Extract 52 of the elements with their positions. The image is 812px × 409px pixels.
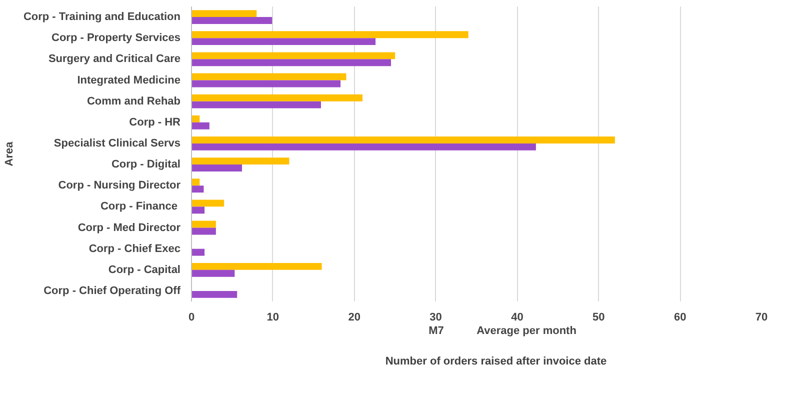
bar [192, 248, 205, 256]
y-tick-label: Integrated Medicine [77, 74, 180, 86]
y-tick-label: Corp - Chief Exec [88, 242, 181, 255]
y-tick-label: Specialist Clinical Servs [54, 137, 181, 150]
bar [192, 290, 238, 298]
y-tick-label: Comm and Rehab [86, 95, 181, 108]
y-tick-label: Corp - HR [129, 116, 181, 128]
x-tick-label: 70 [755, 312, 768, 324]
bar [192, 10, 257, 18]
y-tick-label: Corp - Nursing Director [58, 180, 182, 192]
y-tick-label: Corp - Training and Education [23, 11, 181, 24]
y-tick-label: Corp - Med Director [78, 222, 182, 234]
bar [192, 101, 321, 108]
bar [192, 38, 376, 46]
x-tick-label: 60 [674, 312, 686, 324]
bar [192, 94, 362, 102]
x-tick-label: 40 [511, 312, 524, 324]
bar [192, 31, 468, 38]
x-tick-label: 30 [430, 312, 442, 324]
text: M7 [428, 325, 445, 337]
y-tick-label: Corp - Capital [108, 264, 181, 276]
y-axis-title: Area [3, 140, 16, 166]
x-tick-label: 20 [348, 312, 360, 324]
y-tick-label: Corp - Chief Operating Off [44, 284, 181, 297]
bar [192, 228, 216, 235]
bar [192, 115, 200, 122]
bar [192, 220, 216, 228]
x-axis-title: Number of orders raised after invoice date [385, 356, 607, 368]
x-tick-label: 10 [266, 312, 280, 324]
bar [192, 136, 615, 144]
y-tick-label: Corp - Digital [111, 158, 181, 171]
y-tick-label: Corp - Finance [100, 200, 178, 213]
bar [192, 158, 290, 165]
bar [192, 270, 235, 277]
bar [192, 122, 210, 130]
bar [192, 80, 341, 88]
bar [192, 17, 272, 24]
bar [192, 200, 224, 207]
bar [192, 52, 396, 60]
y-tick-label: Corp - Property Services [52, 32, 181, 44]
text: Average per month [476, 325, 576, 337]
x-tick-label: 0 [188, 312, 195, 324]
bar [192, 262, 322, 270]
bar [192, 164, 242, 172]
x-tick-label: 50 [592, 312, 605, 324]
bar [192, 59, 391, 66]
bar [192, 206, 205, 214]
bar [192, 73, 346, 80]
bar [192, 143, 536, 150]
bar [192, 178, 200, 186]
bar [192, 186, 204, 193]
y-tick-label: Surgery and Critical Care [48, 53, 181, 66]
